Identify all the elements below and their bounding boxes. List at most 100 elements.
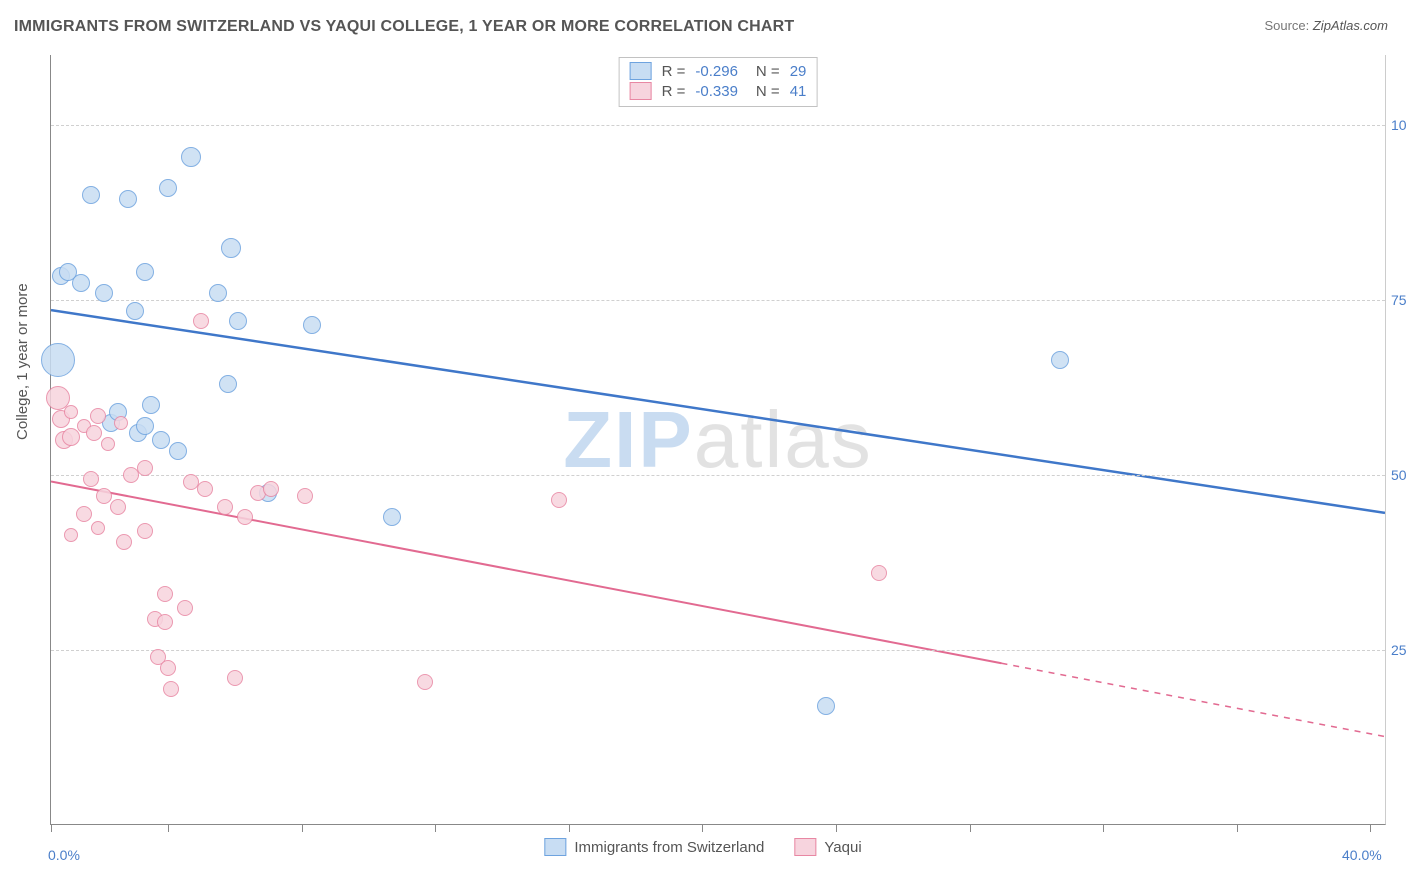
- data-point-yaqui: [237, 509, 253, 525]
- r-label: R =: [662, 63, 686, 80]
- data-point-yaqui: [197, 481, 213, 497]
- x-tick: [1237, 824, 1238, 832]
- scatter-plot-area: ZIPatlas R =-0.296N =29R =-0.339N =41 25…: [50, 55, 1386, 825]
- data-point-yaqui: [157, 614, 173, 630]
- data-point-switzerland: [142, 396, 160, 414]
- x-tick: [168, 824, 169, 832]
- n-value-switzerland: 29: [790, 63, 807, 80]
- watermark-bold: ZIP: [563, 395, 693, 484]
- source-value: ZipAtlas.com: [1313, 18, 1388, 33]
- trend-line-switzerland: [51, 310, 1385, 513]
- data-point-yaqui: [157, 586, 173, 602]
- data-point-switzerland: [119, 190, 137, 208]
- data-point-yaqui: [193, 313, 209, 329]
- y-axis-label: College, 1 year or more: [14, 283, 31, 440]
- data-point-yaqui: [64, 528, 78, 542]
- legend-label-switzerland: Immigrants from Switzerland: [574, 839, 764, 856]
- correlation-row-yaqui: R = -0.339 N = 41: [630, 82, 807, 100]
- data-point-yaqui: [86, 425, 102, 441]
- data-point-yaqui: [160, 660, 176, 676]
- data-point-yaqui: [62, 428, 80, 446]
- data-point-switzerland: [219, 375, 237, 393]
- data-point-switzerland: [817, 697, 835, 715]
- data-point-switzerland: [169, 442, 187, 460]
- data-point-yaqui: [177, 600, 193, 616]
- r-value-yaqui: -0.339: [695, 83, 738, 100]
- n-label: N =: [756, 63, 780, 80]
- data-point-switzerland: [1051, 351, 1069, 369]
- gridline: [51, 125, 1385, 126]
- x-tick: [836, 824, 837, 832]
- data-point-yaqui: [417, 674, 433, 690]
- x-tick: [51, 824, 52, 832]
- data-point-switzerland: [136, 263, 154, 281]
- legend-swatch-switzerland: [544, 838, 566, 856]
- data-point-yaqui: [137, 460, 153, 476]
- x-tick: [569, 824, 570, 832]
- data-point-yaqui: [871, 565, 887, 581]
- data-point-switzerland: [159, 179, 177, 197]
- data-point-switzerland: [181, 147, 201, 167]
- data-point-switzerland: [221, 238, 241, 258]
- n-value-yaqui: 41: [790, 83, 807, 100]
- data-point-switzerland: [152, 431, 170, 449]
- data-point-yaqui: [551, 492, 567, 508]
- chart-title: IMMIGRANTS FROM SWITZERLAND VS YAQUI COL…: [14, 18, 794, 36]
- correlation-row-switzerland: R = -0.296 N = 29: [630, 62, 807, 80]
- x-tick: [702, 824, 703, 832]
- data-point-yaqui: [116, 534, 132, 550]
- legend-swatch-yaqui: [794, 838, 816, 856]
- x-axis-max-label: 40.0%: [1342, 847, 1382, 863]
- data-point-yaqui: [101, 437, 115, 451]
- data-point-switzerland: [383, 508, 401, 526]
- gridline: [51, 650, 1385, 651]
- data-point-switzerland: [229, 312, 247, 330]
- data-point-yaqui: [114, 416, 128, 430]
- data-point-switzerland: [41, 343, 75, 377]
- correlation-legend: R = -0.296 N = 29 R = -0.339 N = 41: [619, 57, 818, 107]
- legend-swatch-switzerland: [630, 62, 652, 80]
- data-point-switzerland: [82, 186, 100, 204]
- legend-swatch-yaqui: [630, 82, 652, 100]
- data-point-yaqui: [297, 488, 313, 504]
- x-tick: [435, 824, 436, 832]
- trend-line-yaqui: [51, 481, 1001, 663]
- data-point-yaqui: [64, 405, 78, 419]
- series-legend: Immigrants from Switzerland Yaqui: [544, 838, 861, 856]
- x-tick: [970, 824, 971, 832]
- watermark-light: atlas: [694, 395, 873, 484]
- data-point-yaqui: [217, 499, 233, 515]
- data-point-yaqui: [227, 670, 243, 686]
- y-tick-label: 25.0%: [1391, 642, 1406, 658]
- data-point-yaqui: [263, 481, 279, 497]
- x-tick: [1370, 824, 1371, 832]
- y-tick-label: 100.0%: [1391, 117, 1406, 133]
- watermark: ZIPatlas: [563, 394, 872, 486]
- data-point-yaqui: [163, 681, 179, 697]
- data-point-switzerland: [72, 274, 90, 292]
- data-point-switzerland: [209, 284, 227, 302]
- data-point-yaqui: [76, 506, 92, 522]
- legend-label-yaqui: Yaqui: [824, 839, 861, 856]
- source-label: Source:: [1264, 18, 1312, 33]
- data-point-yaqui: [90, 408, 106, 424]
- data-point-switzerland: [95, 284, 113, 302]
- y-tick-label: 75.0%: [1391, 292, 1406, 308]
- data-point-switzerland: [126, 302, 144, 320]
- n-label: N =: [756, 83, 780, 100]
- legend-item-yaqui: Yaqui: [794, 838, 861, 856]
- x-tick: [1103, 824, 1104, 832]
- gridline: [51, 475, 1385, 476]
- r-value-switzerland: -0.296: [695, 63, 738, 80]
- data-point-yaqui: [91, 521, 105, 535]
- x-axis-min-label: 0.0%: [48, 847, 80, 863]
- chart-source: Source: ZipAtlas.com: [1264, 18, 1388, 33]
- data-point-yaqui: [83, 471, 99, 487]
- r-label: R =: [662, 83, 686, 100]
- data-point-switzerland: [136, 417, 154, 435]
- trend-lines-layer: [51, 55, 1385, 824]
- gridline: [51, 300, 1385, 301]
- data-point-yaqui: [110, 499, 126, 515]
- legend-item-switzerland: Immigrants from Switzerland: [544, 838, 764, 856]
- x-tick: [302, 824, 303, 832]
